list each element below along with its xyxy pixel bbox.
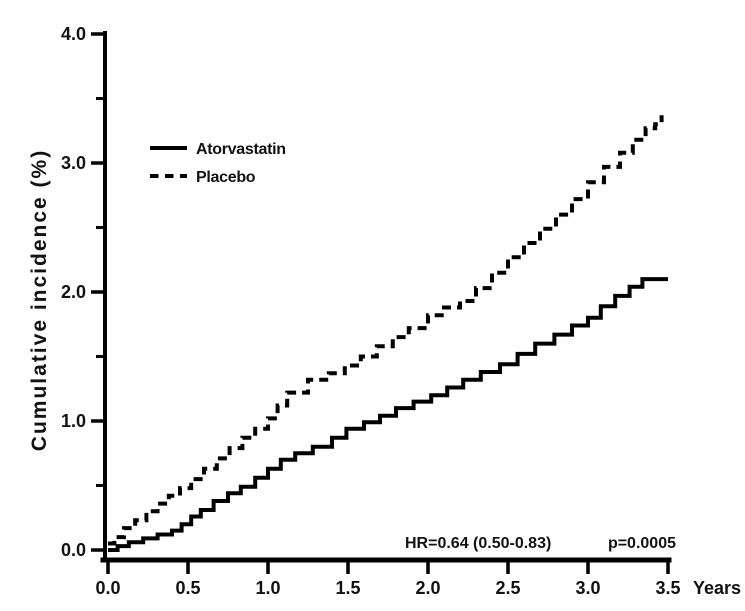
y-tick-label: 0.0	[61, 540, 86, 560]
x-axis-tick-labels: 0.0 0.5 1.0 1.5 2.0 2.5 3.0 3.5	[95, 578, 680, 598]
x-tick-label: 3.5	[655, 578, 680, 598]
x-axis-ticks	[106, 560, 670, 574]
atorvastatin-curve	[108, 277, 668, 552]
p-value-text: p=0.0005	[608, 535, 676, 552]
y-tick-label: 2.0	[61, 282, 86, 302]
y-tick-label: 4.0	[61, 24, 86, 44]
x-tick-label: 1.0	[255, 578, 280, 598]
y-tick-label: 3.0	[61, 153, 86, 173]
x-tick-label: 0.0	[95, 578, 120, 598]
y-axis-title: Cumulative incidence (%)	[28, 149, 51, 451]
x-tick-label: 0.5	[175, 578, 200, 598]
stats-annotation: HR=0.64 (0.50-0.83) p=0.0005	[405, 535, 676, 552]
x-axis-unit-label: Years	[693, 578, 741, 598]
x-tick-label: 2.5	[495, 578, 520, 598]
x-tick-label: 2.0	[415, 578, 440, 598]
axes	[100, 31, 672, 563]
legend-atorvastatin-label: Atorvastatin	[196, 141, 286, 158]
series-curves	[108, 115, 668, 552]
x-tick-label: 3.0	[575, 578, 600, 598]
x-tick-label: 1.5	[335, 578, 360, 598]
y-axis-tick-labels: 0.0 1.0 2.0 3.0 4.0	[61, 24, 86, 560]
y-tick-label: 1.0	[61, 411, 86, 431]
y-axis-ticks	[91, 32, 105, 552]
legend: Atorvastatin Placebo	[150, 141, 286, 186]
legend-placebo-label: Placebo	[196, 169, 256, 186]
placebo-curve	[108, 115, 664, 546]
hazard-ratio-text: HR=0.64 (0.50-0.83)	[405, 535, 551, 552]
